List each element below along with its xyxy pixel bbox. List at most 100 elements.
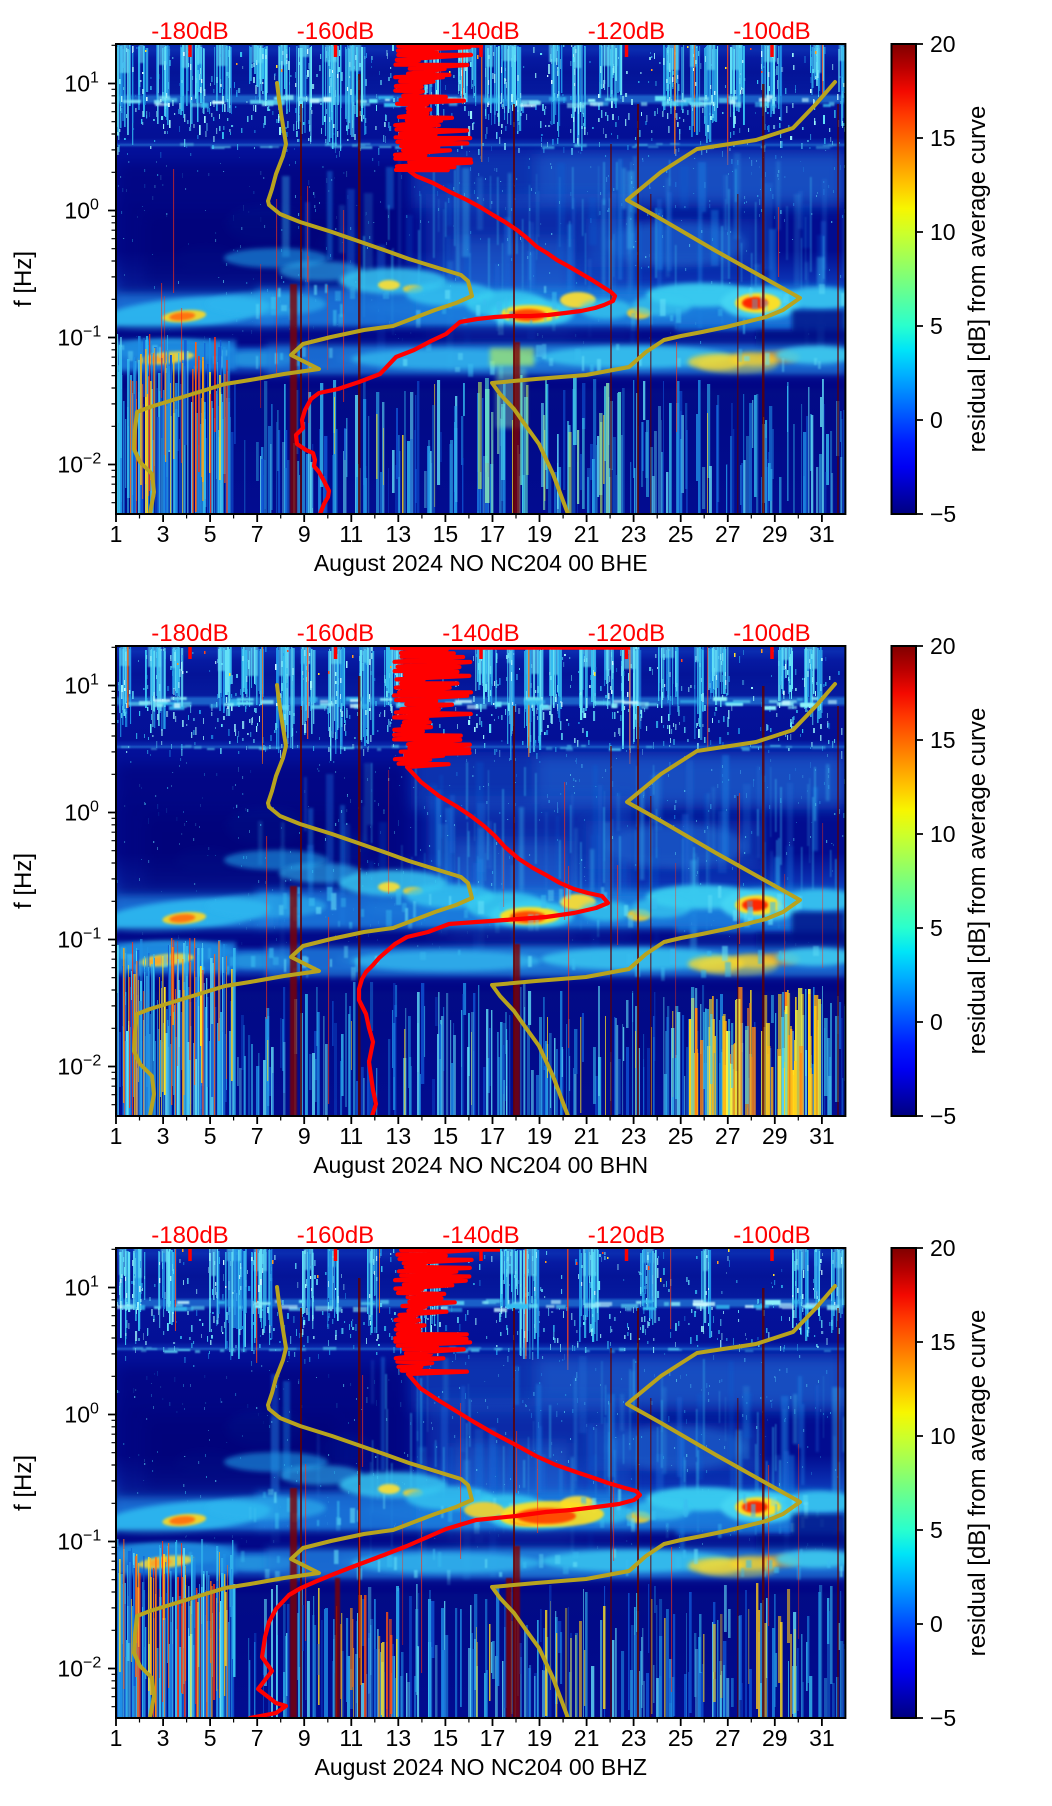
svg-text:10: 10 (930, 219, 956, 245)
svg-text:-160dB: -160dB (297, 1222, 374, 1249)
svg-text:−5: −5 (930, 501, 956, 527)
svg-text:21: 21 (574, 521, 600, 547)
svg-text:23: 23 (621, 1123, 647, 1149)
svg-text:25: 25 (668, 1123, 694, 1149)
svg-text:9: 9 (298, 1123, 311, 1149)
svg-text:9: 9 (298, 521, 311, 547)
svg-text:0: 0 (930, 1611, 943, 1637)
svg-text:27: 27 (715, 1123, 741, 1149)
svg-text:-180dB: -180dB (151, 620, 228, 647)
svg-text:−5: −5 (930, 1103, 956, 1129)
svg-text:-180dB: -180dB (151, 18, 228, 45)
svg-text:17: 17 (480, 1123, 506, 1149)
svg-text:5: 5 (204, 1725, 217, 1751)
svg-text:-140dB: -140dB (442, 18, 519, 45)
svg-text:-120dB: -120dB (588, 18, 665, 45)
svg-text:20: 20 (930, 633, 956, 659)
svg-text:10: 10 (64, 800, 90, 826)
svg-text:10: 10 (57, 927, 83, 953)
svg-text:5: 5 (204, 521, 217, 547)
svg-text:−5: −5 (930, 1705, 956, 1731)
svg-text:23: 23 (621, 521, 647, 547)
svg-text:1: 1 (110, 1725, 123, 1751)
svg-text:0: 0 (930, 1009, 943, 1035)
svg-text:19: 19 (527, 1123, 553, 1149)
svg-text:29: 29 (762, 1725, 788, 1751)
svg-text:27: 27 (715, 521, 741, 547)
svg-text:13: 13 (386, 521, 412, 547)
svg-text:10: 10 (64, 1275, 90, 1301)
svg-text:13: 13 (386, 1123, 412, 1149)
svg-text:f [Hz]: f [Hz] (10, 853, 37, 909)
svg-text:10: 10 (930, 821, 956, 847)
svg-text:3: 3 (157, 1123, 170, 1149)
svg-text:10: 10 (64, 673, 90, 699)
svg-text:21: 21 (574, 1123, 600, 1149)
svg-text:10: 10 (57, 325, 83, 351)
svg-text:10: 10 (64, 71, 90, 97)
svg-text:-140dB: -140dB (442, 1222, 519, 1249)
svg-text:27: 27 (715, 1725, 741, 1751)
svg-text:-100dB: -100dB (733, 1222, 810, 1249)
svg-text:August 2024 NO NC204 00 BHN: August 2024 NO NC204 00 BHN (313, 1152, 648, 1178)
svg-text:11: 11 (339, 1123, 363, 1149)
svg-text:−2: −2 (83, 451, 101, 468)
svg-text:f [Hz]: f [Hz] (10, 1455, 37, 1511)
svg-text:31: 31 (809, 1725, 835, 1751)
svg-text:15: 15 (930, 727, 956, 753)
svg-text:f [Hz]: f [Hz] (10, 251, 37, 307)
svg-text:7: 7 (251, 1725, 264, 1751)
svg-text:5: 5 (930, 915, 943, 941)
svg-text:3: 3 (157, 521, 170, 547)
svg-text:17: 17 (480, 1725, 506, 1751)
svg-text:31: 31 (809, 1123, 835, 1149)
svg-text:−2: −2 (83, 1053, 101, 1070)
svg-text:0: 0 (90, 197, 99, 214)
svg-text:17: 17 (480, 521, 506, 547)
svg-text:0: 0 (930, 407, 943, 433)
svg-text:-100dB: -100dB (733, 620, 810, 647)
svg-text:15: 15 (930, 125, 956, 151)
svg-text:-120dB: -120dB (588, 620, 665, 647)
svg-text:31: 31 (809, 521, 835, 547)
svg-text:0: 0 (90, 1401, 99, 1418)
svg-text:23: 23 (621, 1725, 647, 1751)
svg-text:11: 11 (339, 521, 363, 547)
svg-text:10: 10 (57, 452, 83, 478)
svg-text:7: 7 (251, 521, 264, 547)
svg-text:residual [dB] from average cur: residual [dB] from average curve (964, 106, 991, 453)
svg-text:19: 19 (527, 1725, 553, 1751)
svg-text:29: 29 (762, 521, 788, 547)
svg-text:20: 20 (930, 31, 956, 57)
svg-text:3: 3 (157, 1725, 170, 1751)
svg-text:-160dB: -160dB (297, 620, 374, 647)
svg-text:1: 1 (90, 70, 99, 87)
svg-text:−1: −1 (83, 324, 101, 341)
svg-text:15: 15 (433, 1123, 459, 1149)
svg-text:25: 25 (668, 1725, 694, 1751)
svg-text:−1: −1 (83, 1528, 101, 1545)
svg-text:5: 5 (204, 1123, 217, 1149)
svg-text:19: 19 (527, 521, 553, 547)
svg-text:0: 0 (90, 799, 99, 816)
svg-text:20: 20 (930, 1235, 956, 1261)
svg-text:15: 15 (433, 1725, 459, 1751)
svg-text:August 2024 NO NC204 00 BHZ: August 2024 NO NC204 00 BHZ (314, 1754, 646, 1780)
svg-text:10: 10 (57, 1656, 83, 1682)
svg-text:residual [dB] from average cur: residual [dB] from average curve (964, 1310, 991, 1657)
svg-text:−2: −2 (83, 1655, 101, 1672)
svg-text:10: 10 (930, 1423, 956, 1449)
svg-text:10: 10 (57, 1529, 83, 1555)
svg-text:1: 1 (90, 1274, 99, 1291)
svg-text:10: 10 (57, 1054, 83, 1080)
svg-text:-120dB: -120dB (588, 1222, 665, 1249)
svg-text:15: 15 (930, 1329, 956, 1355)
svg-text:15: 15 (433, 521, 459, 547)
svg-text:1: 1 (110, 521, 123, 547)
svg-text:21: 21 (574, 1725, 600, 1751)
svg-text:residual [dB] from average cur: residual [dB] from average curve (964, 708, 991, 1055)
svg-text:10: 10 (64, 1402, 90, 1428)
svg-text:-160dB: -160dB (297, 18, 374, 45)
svg-text:-100dB: -100dB (733, 18, 810, 45)
svg-text:9: 9 (298, 1725, 311, 1751)
